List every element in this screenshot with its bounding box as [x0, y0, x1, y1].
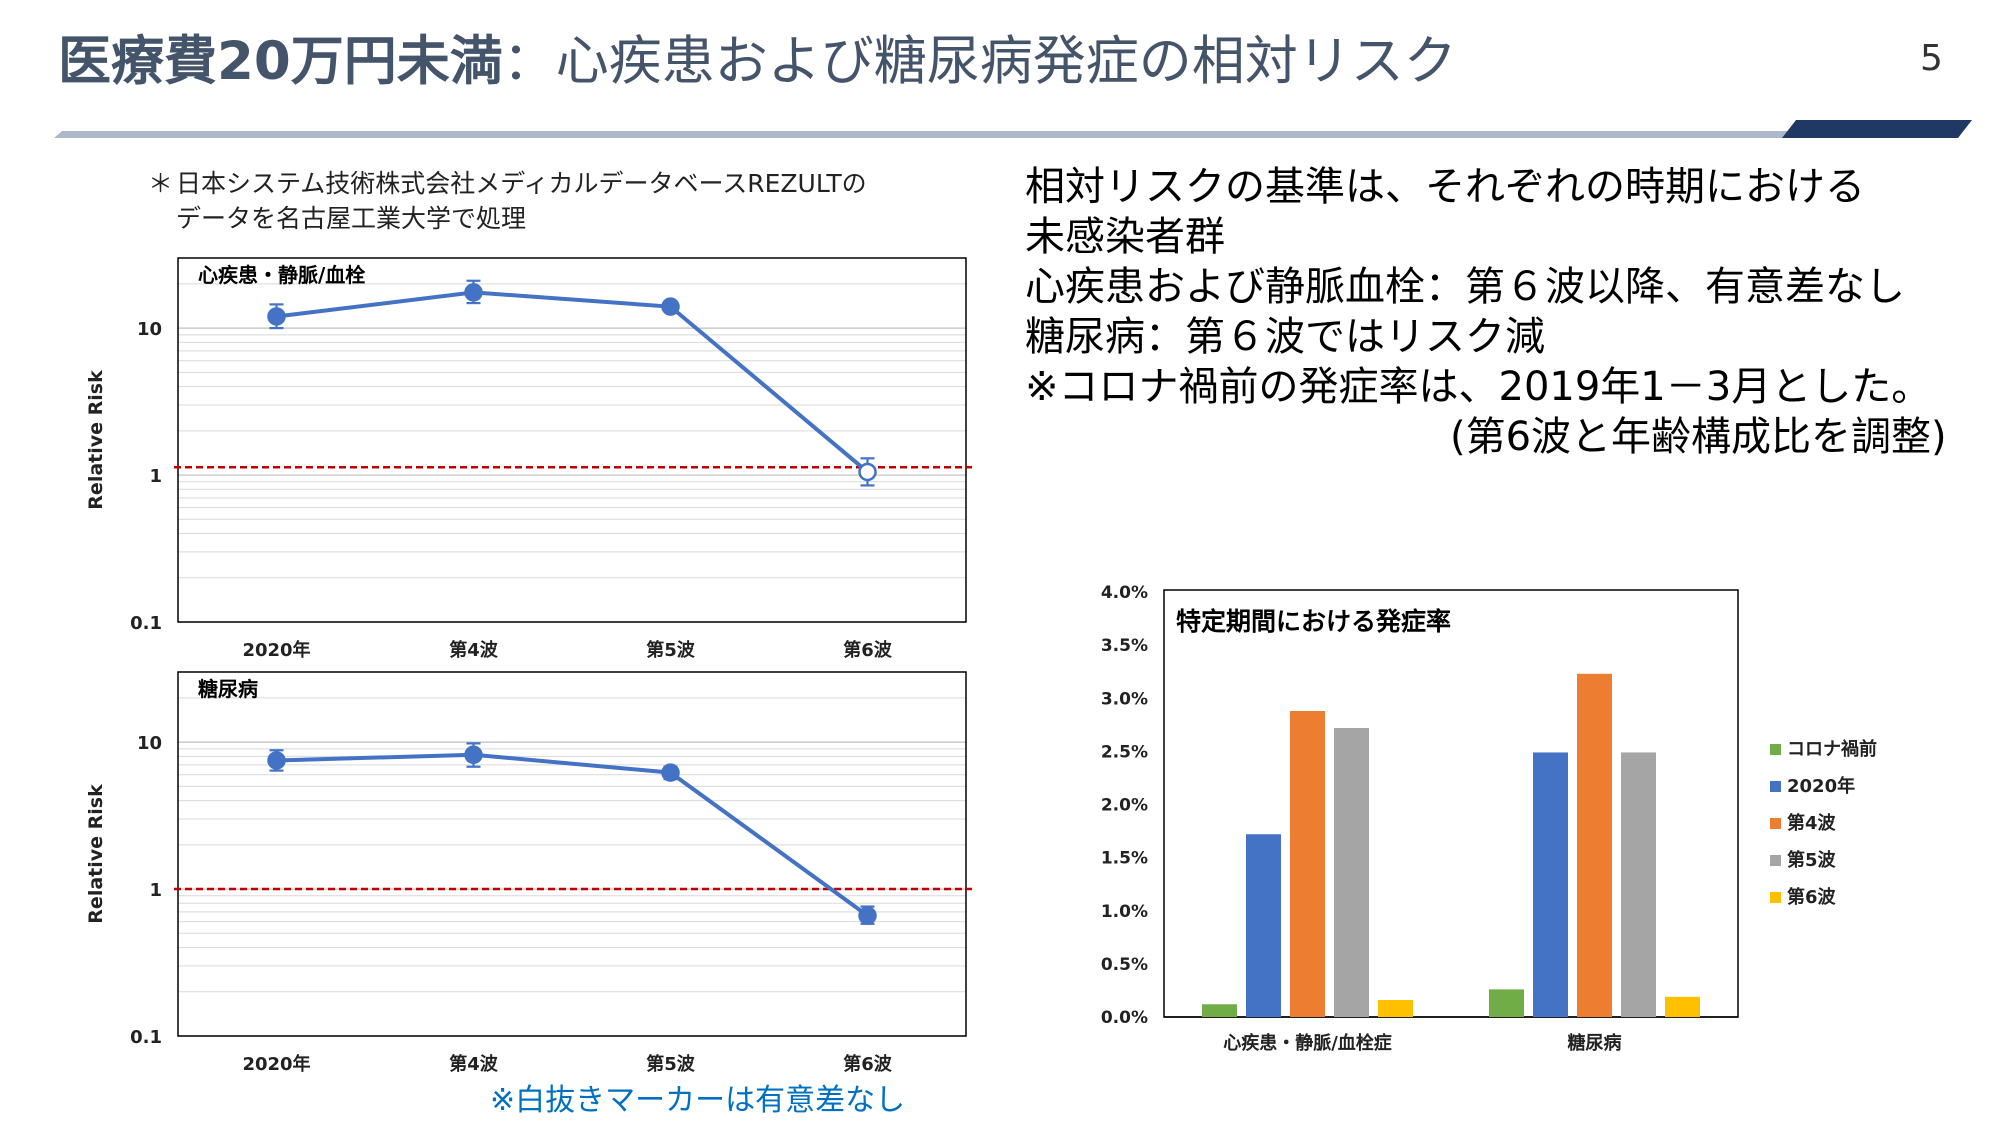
- y-tick-label: 3.0%: [1101, 689, 1148, 709]
- legend-label: 第4波: [1787, 812, 1837, 834]
- source-note-mark: ＊: [148, 169, 174, 198]
- heart-disease-relative-risk-chart: 0.1 1 10 Relative Risk 心疾患・静脈/血栓 2020年 第4波 第5波 第…: [85, 257, 972, 661]
- legend-swatch: [1770, 855, 1781, 866]
- x-tick-label: 2020年: [242, 639, 310, 661]
- legend-swatch: [1770, 781, 1781, 792]
- explanation-line1: 相対リスクの基準は、それぞれの時期における: [1025, 164, 1865, 210]
- explanation-line2: 未感染者群: [1025, 214, 1225, 260]
- y-tick-label: 0.5%: [1101, 955, 1148, 975]
- y-tick-label: 2.5%: [1101, 742, 1148, 762]
- y-tick-label: 1.5%: [1101, 849, 1148, 869]
- y-tick-label: 1.0%: [1101, 902, 1148, 922]
- y-tick-label: 2.0%: [1101, 796, 1148, 816]
- series-line: [276, 752, 869, 918]
- plot-area: [178, 672, 966, 1036]
- data-point: [661, 297, 680, 316]
- legend-swatch: [1770, 818, 1781, 829]
- x-tick-label: 心疾患・静脈/血栓症: [1223, 1032, 1392, 1054]
- x-tick-label: 第4波: [449, 639, 499, 661]
- title-rest: 心疾患および糖尿病発症の相対リスク: [555, 31, 1457, 92]
- y-tick-label: 3.5%: [1101, 636, 1148, 656]
- x-tick-label: 第4波: [449, 1053, 499, 1075]
- source-note-line2: データを名古屋工業大学で処理: [176, 204, 527, 233]
- source-note: ＊ 日本システム技術株式会社メディカルデータベースREZULTの データを名古屋…: [148, 166, 867, 236]
- x-tick-label: 第5波: [646, 1053, 696, 1075]
- explanation-line3: 心疾患および静脈血栓：第６波以降、有意差なし: [1025, 264, 1905, 310]
- y-tick-label: 0.0%: [1101, 1008, 1148, 1028]
- legend-swatch: [1770, 744, 1781, 755]
- plot-border: [177, 671, 967, 1037]
- data-point: [464, 745, 483, 765]
- legend-label: 2020年: [1787, 775, 1855, 797]
- data-point: [661, 763, 680, 782]
- header-divider-bar: [54, 120, 1972, 138]
- data-point: [267, 307, 286, 326]
- white-marker-note: ※白抜きマーカーは有意差なし: [490, 1083, 906, 1118]
- y-tick-label: 1: [149, 880, 162, 901]
- x-tick-label: 第5波: [646, 639, 696, 661]
- explanation-line5: ※コロナ禍前の発症率は、2019年1－3月とした。: [1025, 364, 1932, 410]
- y-tick-label: 0.1: [130, 613, 162, 634]
- y-tick-label: 1: [149, 466, 162, 487]
- bar: [1202, 1004, 1237, 1017]
- chart-title: 特定期間における発症率: [1176, 607, 1451, 636]
- diabetes-relative-risk-chart: 0.1 1 10 Relative Risk 糖尿病 2020年 第4波 第5波 第6波: [85, 671, 972, 1075]
- legend-label: 第5波: [1787, 849, 1837, 871]
- chart-title: 心疾患・静脈/血栓: [198, 263, 365, 287]
- x-tick-label: 糖尿病: [1568, 1032, 1622, 1054]
- explanation-text: 相対リスクの基準は、それぞれの時期における 未感染者群 心疾患および静脈血栓：第…: [1025, 162, 1947, 460]
- header-bar-dark: [1782, 120, 1972, 138]
- y-axis-label: Relative Risk: [85, 784, 107, 924]
- legend-swatch: [1770, 892, 1781, 903]
- y-axis-label: Relative Risk: [85, 370, 107, 510]
- series-line: [276, 290, 869, 474]
- page-number: 5: [1920, 38, 1943, 79]
- plot-area: [178, 258, 966, 622]
- bar: [1334, 728, 1369, 1017]
- explanation-line6: (第6波と年齢構成比を調整): [1450, 414, 1947, 460]
- incidence-rate-bar-chart: 特定期間における発症率 0.0% 0.5% 1.0% 1.5% 2.0% 2.5% 3.0% 3…: [1101, 583, 1877, 1054]
- data-point: [464, 283, 483, 302]
- data-point: [267, 751, 286, 770]
- y-tick-label: 10: [137, 319, 162, 340]
- x-tick-label: 第6波: [843, 639, 893, 661]
- explanation-line4: 糖尿病：第６波ではリスク減: [1025, 314, 1545, 360]
- bar: [1378, 1000, 1413, 1017]
- y-tick-label: 4.0%: [1101, 583, 1148, 603]
- legend-label: コロナ禍前: [1787, 738, 1877, 760]
- bar: [1290, 711, 1325, 1017]
- legend-label: 第6波: [1787, 886, 1837, 908]
- bar: [1665, 996, 1700, 1017]
- source-note-line1: 日本システム技術株式会社メディカルデータベースREZULTの: [176, 169, 867, 198]
- bar: [1246, 834, 1281, 1017]
- page-title: 医療費20万円未満：心疾患および糖尿病発症の相対リスク: [58, 22, 1457, 102]
- bar: [1621, 752, 1656, 1017]
- header-bar-light: [54, 131, 1790, 138]
- data-point: [858, 906, 877, 925]
- chart-title: 糖尿病: [198, 677, 258, 701]
- x-tick-label: 第6波: [843, 1053, 893, 1075]
- bar: [1577, 673, 1612, 1017]
- y-tick-label: 0.1: [130, 1027, 162, 1048]
- bar: [1489, 989, 1524, 1017]
- plot-border: [177, 257, 967, 623]
- x-tick-label: 2020年: [242, 1053, 310, 1075]
- title-bold-part: 医療費20万円未満: [58, 31, 503, 92]
- data-point: [858, 462, 877, 482]
- y-tick-label: 10: [137, 733, 162, 754]
- title-separator: ：: [502, 31, 556, 92]
- bar: [1533, 752, 1568, 1017]
